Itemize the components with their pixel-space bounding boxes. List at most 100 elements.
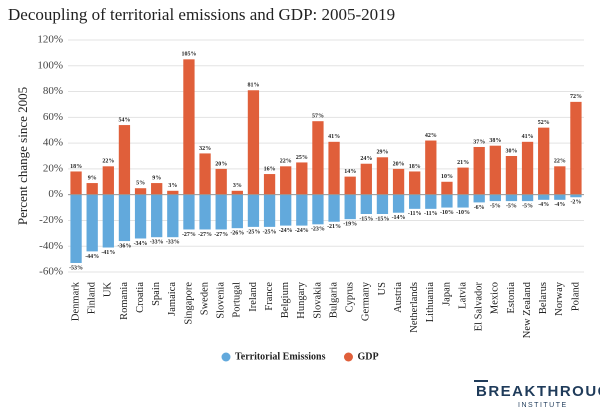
x-tick-label: France [264,282,275,311]
value-label: 3% [168,183,177,189]
bar [489,194,501,202]
y-tick-label: 120% [37,34,63,46]
value-label: 32% [199,146,211,152]
x-tick-label: Ireland [248,281,259,311]
legend-swatch [221,352,231,362]
value-label: 30% [505,148,517,154]
value-label: -4% [538,202,549,208]
bar [134,188,147,195]
bar [328,194,340,222]
x-tick-label: Austria [393,282,404,313]
value-label: 81% [247,83,259,89]
bar [215,194,227,230]
y-tick-label: 20% [43,162,63,174]
bar [151,183,163,195]
bar [360,163,372,195]
x-tick-label: Bulgaria [328,282,339,318]
value-label: 18% [70,164,82,170]
bar [247,194,260,227]
value-label: 72% [570,94,582,100]
value-label: -53% [69,265,83,271]
x-tick-label: Norway [554,281,565,316]
bar [489,145,501,195]
bar [102,166,114,195]
bar [199,194,211,230]
bar [183,59,195,195]
bar [392,194,405,213]
bar [409,171,421,195]
bar [360,194,372,214]
bar [538,127,550,195]
y-tick-label: -40% [39,240,63,252]
bar [328,141,340,195]
bar [457,167,469,195]
x-tick-label: Latvia [457,282,468,309]
value-label: 52% [538,120,550,126]
value-label: 54% [118,117,130,123]
chart-title: Decoupling of territorial emissions and … [8,5,395,24]
x-tick-label: Japan [441,281,452,306]
value-label: -44% [85,254,99,260]
value-label: 14% [344,169,356,175]
bar [473,146,485,195]
bar [376,157,389,195]
value-label: -21% [327,224,341,230]
x-tick-label: Cyprus [345,282,356,312]
y-axis-label: Percent change since 2005 [15,87,30,225]
bar [505,156,518,195]
bar [296,162,308,195]
bar [441,181,453,195]
value-label: 20% [393,161,405,167]
bar [521,194,534,202]
value-label: -10% [456,210,470,216]
x-tick-label: Spain [151,281,162,306]
bar [247,90,260,195]
value-label: 9% [152,175,161,181]
bar [215,168,227,195]
legend-swatch [343,352,353,362]
y-tick-label: 100% [37,59,63,71]
value-label: -27% [214,232,228,238]
legend-label: GDP [357,351,378,362]
value-label: 10% [441,174,453,180]
y-tick-label: 0% [48,188,63,200]
bar [134,194,147,239]
x-tick-label: Estonia [506,282,517,314]
bar [263,194,276,227]
value-label: -5% [490,203,501,209]
value-label: -26% [230,231,244,237]
value-label: -33% [166,240,180,246]
value-label: 105% [181,52,196,58]
logo-name: BREAKTHROUGH [476,383,600,400]
bar [312,194,324,225]
bar [118,194,131,242]
x-tick-label: Hungary [296,281,307,318]
x-tick-label: Belgium [280,282,291,318]
bar [344,194,356,220]
x-tick-label: Portugal [232,282,243,318]
value-label: -10% [440,210,454,216]
value-label: -4% [554,202,565,208]
value-label: 22% [280,159,292,165]
bar [441,194,453,208]
value-label: -11% [408,211,422,217]
bar [554,166,566,195]
x-tick-label: US [377,282,388,296]
x-tick-label: Croatia [135,282,146,313]
value-label: 16% [264,166,276,172]
bar [344,176,356,195]
value-label: 24% [360,156,372,162]
bar [312,121,324,195]
x-tick-label: Slovenia [216,282,227,319]
bar [296,194,308,226]
x-tick-label: Denmark [70,281,81,321]
bar [505,194,518,202]
bar [231,190,243,195]
value-label: 21% [457,160,469,166]
bar [167,194,179,238]
x-tick-label: Netherlands [409,282,420,333]
bar [70,171,82,195]
bar [70,194,82,263]
value-label: -27% [182,232,196,238]
